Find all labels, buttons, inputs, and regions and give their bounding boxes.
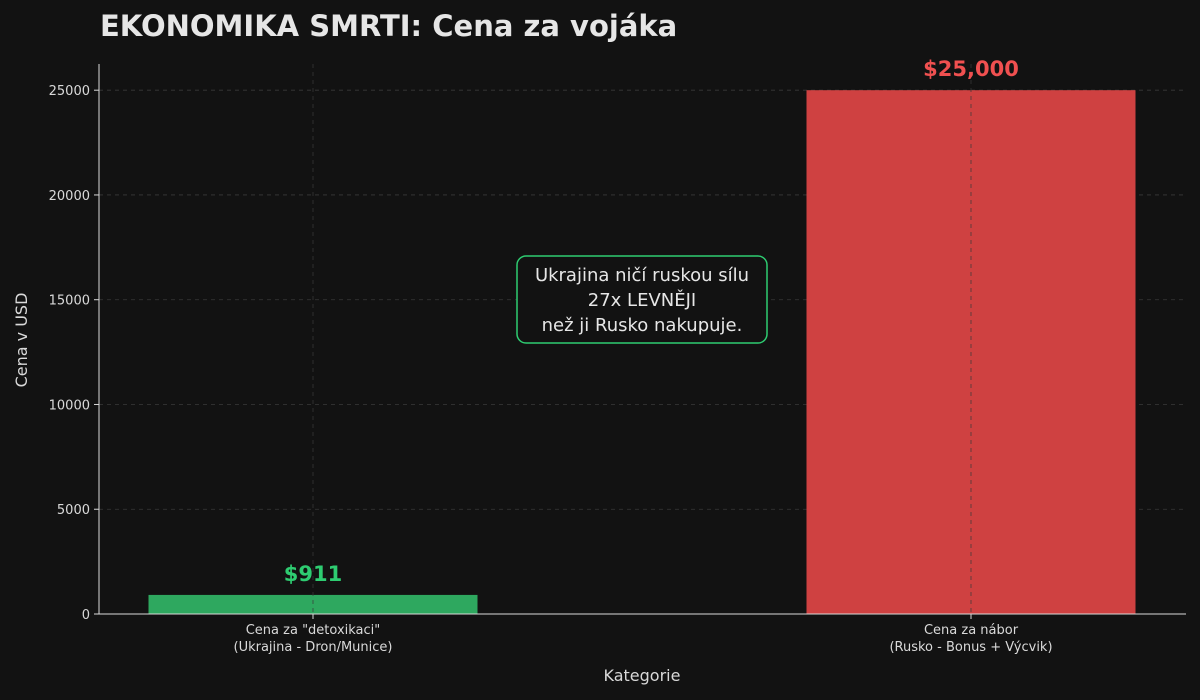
y-axis-ticks: 0 5000 10000 15000 20000 25000 xyxy=(49,84,99,623)
x-axis-ticks: Cena za "detoxikaci" (Ukrajina - Dron/Mun… xyxy=(234,614,1053,655)
value-label: $25,000 xyxy=(923,57,1019,81)
y-tick-label: 10000 xyxy=(49,398,90,413)
annotation-line-3: než ji Rusko nakupuje. xyxy=(542,315,743,336)
vertical-gridlines xyxy=(312,64,972,614)
y-tick-label: 15000 xyxy=(49,294,90,309)
value-labels: $911 $25,000 xyxy=(284,57,1019,586)
annotation-line-1: Ukrajina ničí ruskou sílu xyxy=(535,265,749,286)
x-tick-label: Cena za "detoxikaci" xyxy=(246,623,381,638)
bar xyxy=(148,594,478,614)
x-tick-label: (Rusko - Bonus + Výcvik) xyxy=(889,640,1052,655)
x-tick-label: (Ukrajina - Dron/Munice) xyxy=(234,640,393,655)
value-label: $911 xyxy=(284,562,342,586)
y-axis-label: Cena v USD xyxy=(12,293,31,388)
bars xyxy=(148,90,1136,614)
y-tick-label: 5000 xyxy=(57,503,90,518)
y-tick-label: 0 xyxy=(82,608,90,623)
x-tick-label: Cena za nábor xyxy=(924,623,1019,638)
x-axis-label: Kategorie xyxy=(604,666,681,685)
y-tick-label: 20000 xyxy=(49,189,90,204)
chart-title: EKONOMIKA SMRTI: Cena za vojáka xyxy=(100,9,677,43)
annotation-box: Ukrajina ničí ruskou sílu 27x LEVNĚJI ne… xyxy=(516,255,768,344)
y-tick-label: 25000 xyxy=(49,84,90,99)
annotation-line-2: 27x LEVNĚJI xyxy=(588,289,696,311)
